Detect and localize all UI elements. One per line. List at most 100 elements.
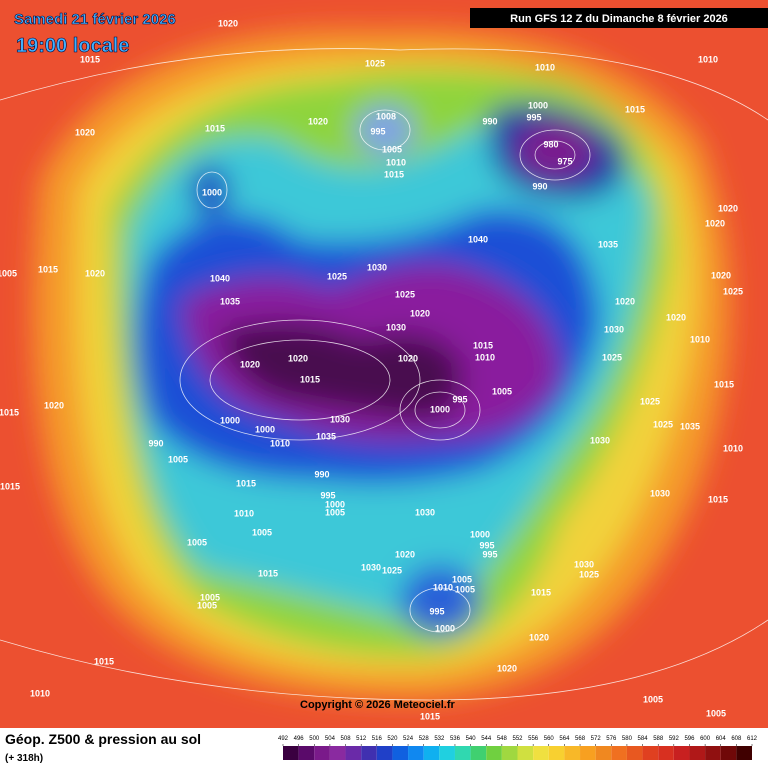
isobar-label: 1000 <box>220 415 240 425</box>
colorbar-tick-label: 564 <box>559 736 570 742</box>
isobar-label: 1025 <box>653 419 673 429</box>
colorbar-swatch <box>533 746 549 760</box>
isobar-label: 1015 <box>0 481 20 491</box>
isobar-label: 1030 <box>604 324 624 334</box>
isobar-label: 1020 <box>398 353 418 363</box>
isobar-label: 1020 <box>75 127 95 137</box>
isobar-label: 1005 <box>325 507 345 517</box>
colorbar-swatch <box>314 746 330 760</box>
isobar-label: 1020 <box>615 296 635 306</box>
footer-title: Géop. Z500 & pression au sol <box>5 731 201 747</box>
colorbar-swatch <box>689 746 706 760</box>
colorbar-swatch <box>642 746 659 760</box>
colorbar-tick-label: 568 <box>575 736 586 742</box>
colorbar-tick-label: 556 <box>528 736 539 742</box>
colorbar-tick-label: 544 <box>481 736 492 742</box>
copyright: Copyright © 2026 Meteociel.fr <box>300 699 456 711</box>
isobar-label: 1005 <box>252 527 272 537</box>
colorbar-tick-label: 608 <box>731 736 742 742</box>
colorbar-tick-label: 528 <box>419 736 430 742</box>
colorbar-tick-label: 496 <box>294 736 305 742</box>
colorbar-swatch <box>392 746 409 760</box>
isobar-label: 1020 <box>308 116 328 126</box>
colorbar-tick-label: 572 <box>591 736 602 742</box>
isobar-label: 1010 <box>723 443 743 453</box>
colorbar-tick-label: 604 <box>716 736 727 742</box>
isobar-label: 1005 <box>643 694 663 704</box>
isobar-label: 1015 <box>300 374 320 384</box>
colorbar-swatch <box>376 746 393 760</box>
colorbar-swatch <box>720 746 737 760</box>
isobar-label: 1030 <box>650 488 670 498</box>
colorbar-tick-label: 600 <box>700 736 711 742</box>
colorbar-tick-label: 596 <box>684 736 695 742</box>
isobar-label: 1030 <box>361 562 381 572</box>
isobar-label: 1035 <box>680 421 700 431</box>
isobar-label: 1000 <box>325 499 345 509</box>
colorbar-swatch <box>423 746 440 760</box>
isobar-label: 1025 <box>382 565 402 575</box>
isobar-labels: 1020 1015 1025 1010 1010 1020 1015 1020 1008 995 1… <box>0 18 743 721</box>
colorbar-tick-label: 508 <box>341 736 352 742</box>
colorbar-tick-label: 504 <box>325 736 336 742</box>
isobar-label: 1015 <box>205 123 225 133</box>
colorbar-swatch <box>501 746 518 760</box>
isobar-label: 1000 <box>255 424 275 434</box>
colorbar-swatch <box>548 746 565 760</box>
isobar-label: 1005 <box>455 584 475 594</box>
colorbar-swatch <box>470 746 487 760</box>
isobar-label: 1020 <box>711 270 731 280</box>
isobar-label: 1005 <box>197 600 217 610</box>
isobar-label: 1000 <box>202 187 222 197</box>
isobar-label: 1030 <box>415 507 435 517</box>
isobar-label: 1000 <box>470 529 490 539</box>
isobar-label: 1000 <box>528 100 548 110</box>
isobar-label: 1015 <box>94 656 114 666</box>
isobar-label: 1010 <box>30 688 50 698</box>
colorbar-swatch <box>626 746 643 760</box>
isobar-label: 1005 <box>168 454 188 464</box>
colorbar-swatch <box>705 746 721 760</box>
isobar-label: 1010 <box>475 352 495 362</box>
colorbar-tick-label: 592 <box>669 736 680 742</box>
isobar-label: 1030 <box>386 322 406 332</box>
isobar-label: 995 <box>452 394 467 404</box>
isobar-label: 975 <box>557 156 572 166</box>
isobar-label: 1020 <box>288 353 308 363</box>
isobar-label: 1020 <box>705 218 725 228</box>
isobar-label: 1005 <box>452 574 472 584</box>
run-label: Run GFS 12 Z du Dimanche 8 février 2026 <box>510 13 728 25</box>
isobar-label: 1010 <box>690 334 710 344</box>
isobar-label: 1015 <box>236 478 256 488</box>
isobar-label: 1010 <box>433 582 453 592</box>
colorbar-swatch <box>658 746 674 760</box>
isobar-label: 1035 <box>316 431 336 441</box>
isobar-label: 1005 <box>0 268 17 278</box>
colorbar-tick-label: 588 <box>653 736 664 742</box>
colorbar-swatch <box>595 746 612 760</box>
isobar-label: 1030 <box>367 262 387 272</box>
colorbar-tick-label: 520 <box>387 736 398 742</box>
colorbar-tick-label: 516 <box>372 736 383 742</box>
isobar-label: 1025 <box>723 286 743 296</box>
isobar-label: 1020 <box>85 268 105 278</box>
isobar-label: 1020 <box>497 663 517 673</box>
isobar-label: 1010 <box>535 62 555 72</box>
isobar-label: 990 <box>532 181 547 191</box>
colorbar-swatch <box>454 746 471 760</box>
isobar-label: 1010 <box>234 508 254 518</box>
colorbar-swatch <box>329 746 346 760</box>
colorbar-swatch <box>408 746 424 760</box>
colorbar-tick-label: 536 <box>450 736 461 742</box>
isobar-label: 1000 <box>435 623 455 633</box>
colorbar-swatch <box>283 746 299 760</box>
isobar-label: 995 <box>429 606 444 616</box>
colorbar: 492 496 500 504 508 512 516 520 524 528 532 536 540 5… <box>278 736 758 760</box>
colorbar-tick-label: 560 <box>544 736 555 742</box>
isobar-label: 1008 <box>376 111 396 121</box>
colorbar-swatch <box>673 746 690 760</box>
isobar-label: 1010 <box>698 54 718 64</box>
isobar-label: 1020 <box>410 308 430 318</box>
